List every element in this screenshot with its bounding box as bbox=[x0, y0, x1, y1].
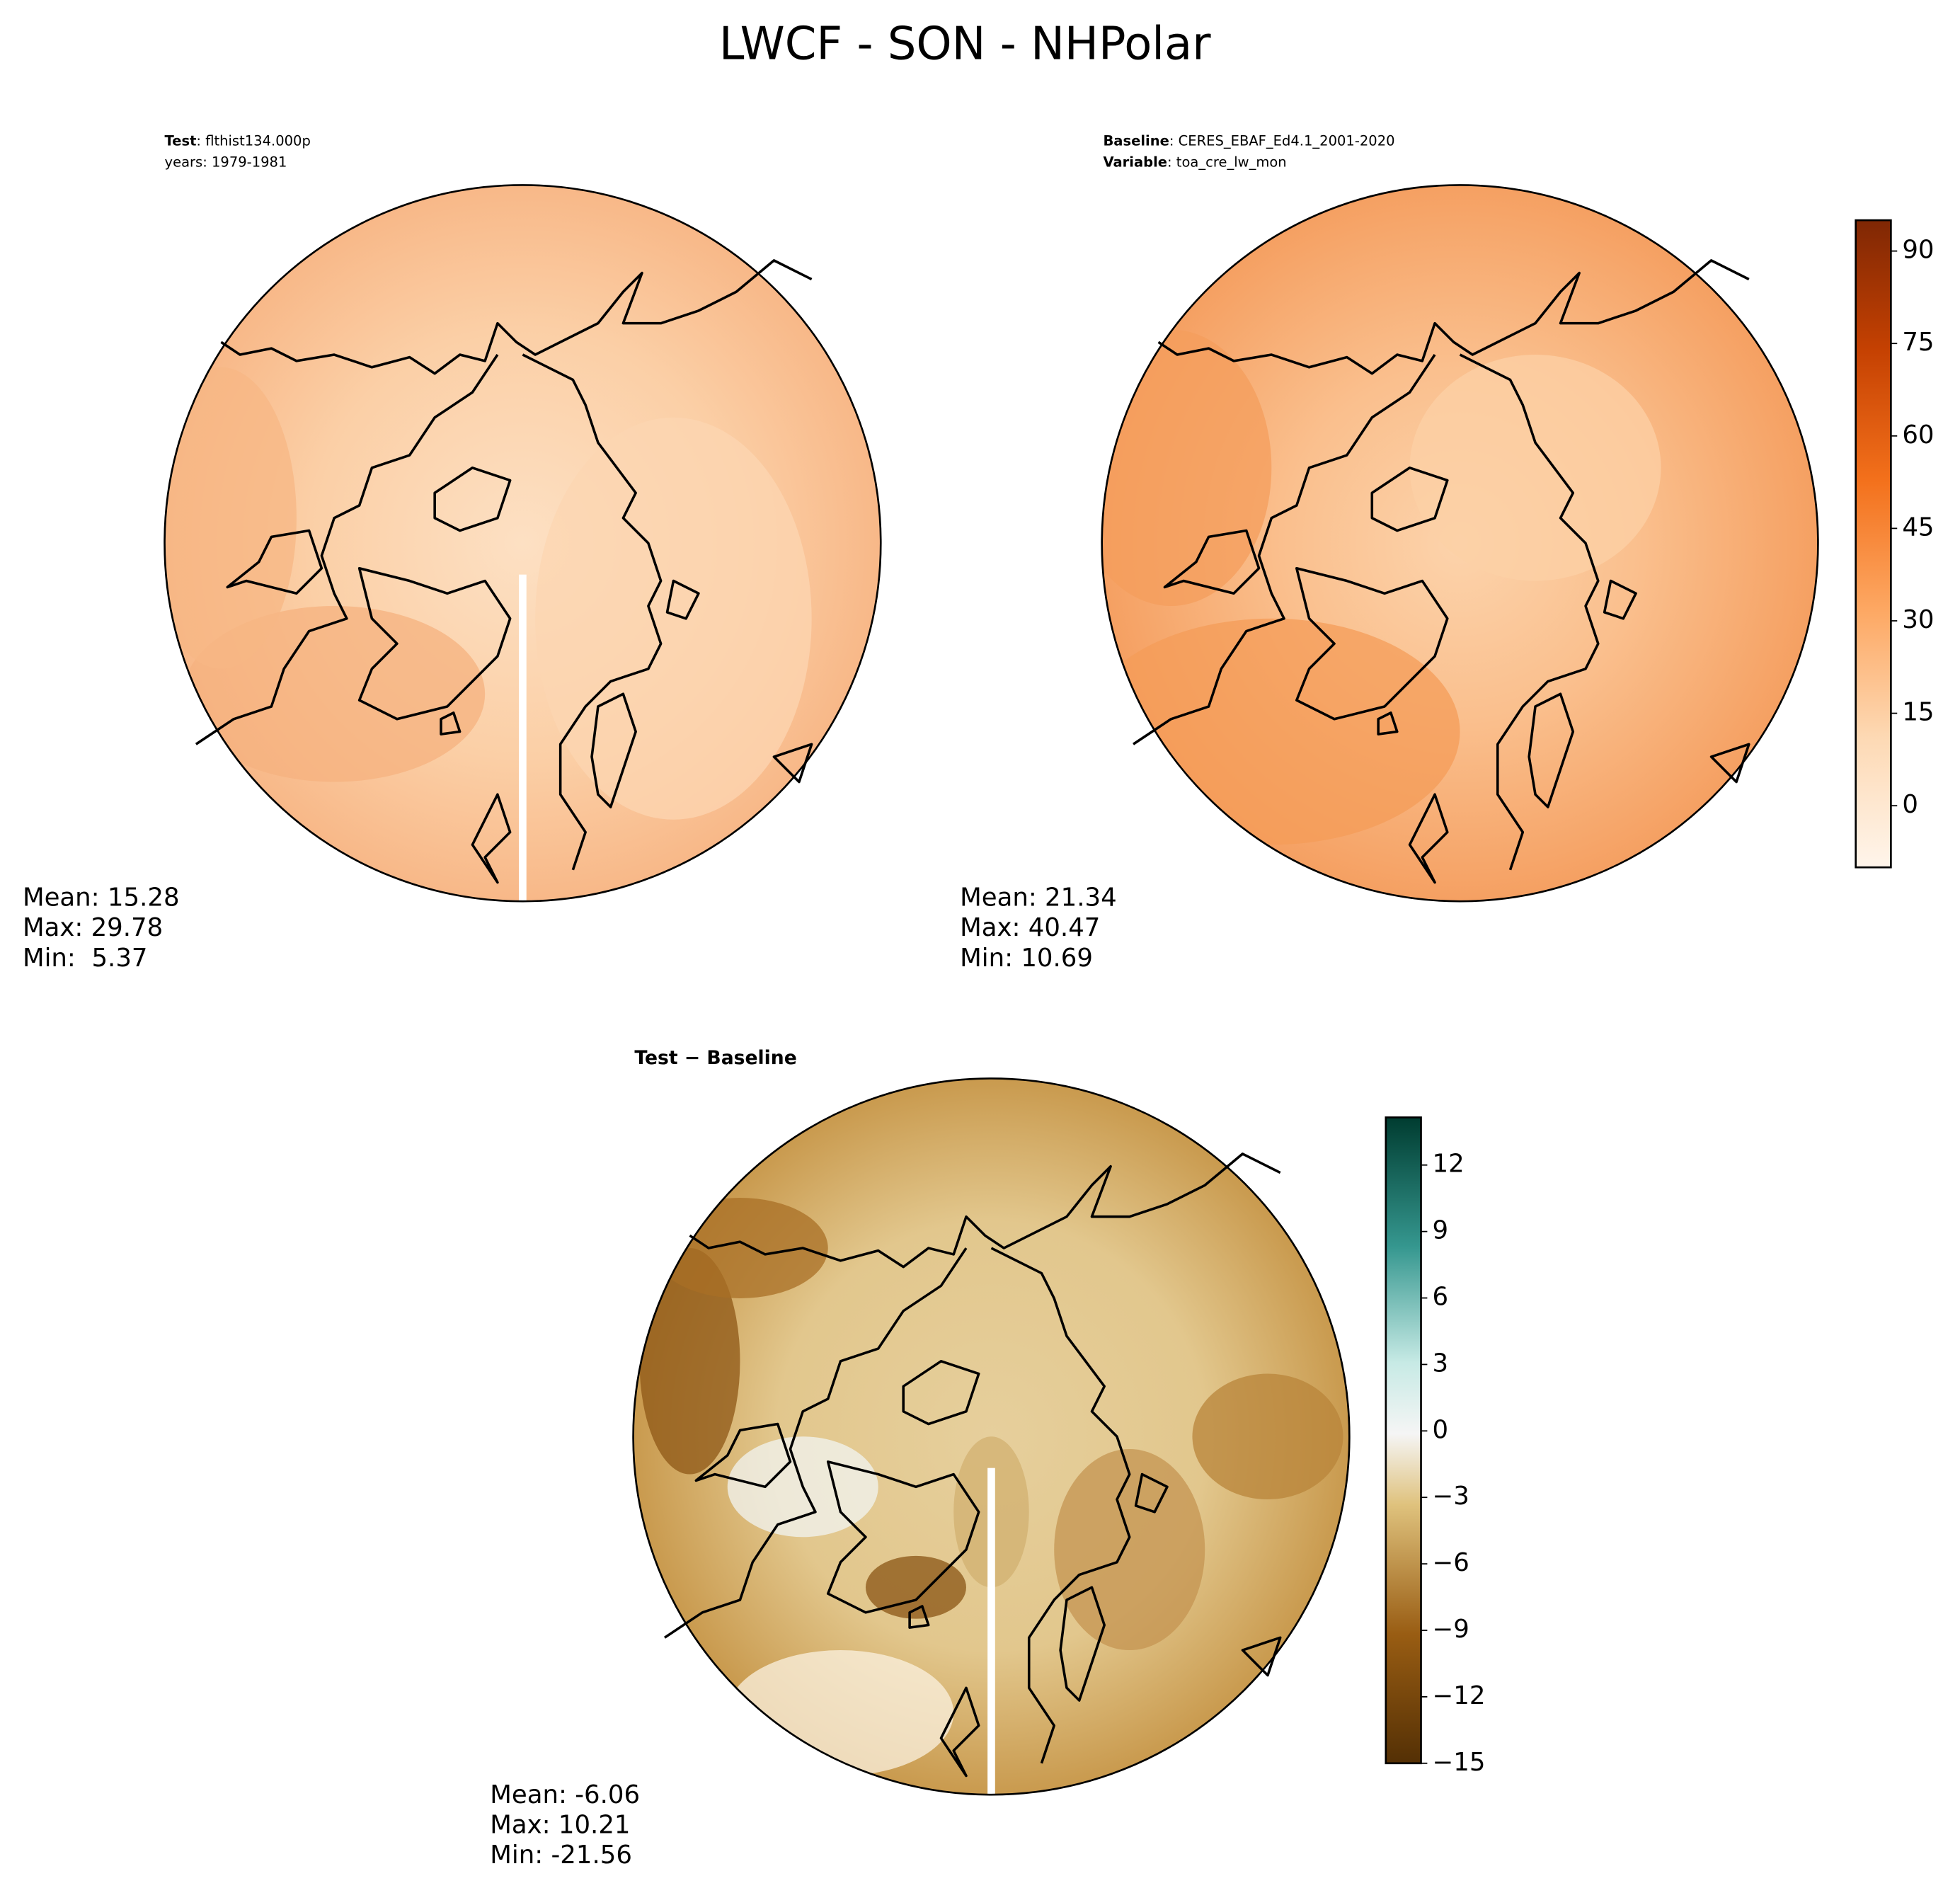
colorbar bbox=[1385, 1116, 1422, 1765]
stat-text: Min: 10.69 bbox=[960, 944, 1093, 973]
colorbar-tick-label: 0 bbox=[1433, 1415, 1449, 1444]
field-patch bbox=[639, 1248, 740, 1475]
label-text: years: 1979-1981 bbox=[165, 154, 287, 170]
colorbar-tick-label: 3 bbox=[1433, 1349, 1449, 1378]
stat-text: Min: 5.37 bbox=[23, 944, 148, 973]
map-panel bbox=[164, 184, 882, 903]
missing-wedge bbox=[519, 574, 527, 902]
colorbar-tick-label: −3 bbox=[1433, 1482, 1469, 1511]
label-key: Baseline bbox=[1103, 132, 1169, 149]
label-key: Variable bbox=[1103, 154, 1167, 170]
field-patch bbox=[164, 367, 297, 669]
label-text: : flthist134.000p bbox=[196, 132, 310, 149]
map-panel bbox=[632, 1077, 1351, 1796]
field-patch bbox=[535, 417, 812, 820]
colorbar-tick-label: −6 bbox=[1433, 1548, 1469, 1577]
stat-text: Mean: 15.28 bbox=[23, 883, 180, 912]
map-boundary bbox=[632, 1077, 1351, 1796]
field-patches bbox=[639, 1198, 1343, 1795]
colorbar-tick-label: 45 bbox=[1902, 513, 1934, 542]
field-patch bbox=[183, 606, 486, 782]
colorbar-tick-label: 15 bbox=[1902, 698, 1934, 727]
map-panel bbox=[1101, 184, 1819, 903]
colorbar-tick-label: 0 bbox=[1902, 790, 1918, 819]
panel-label: Variable: toa_cre_lw_mon bbox=[1103, 154, 1286, 170]
field-patch bbox=[1101, 618, 1460, 845]
stat-text: Mean: 21.34 bbox=[960, 883, 1117, 912]
panel-label: Test: flthist134.000p bbox=[165, 132, 311, 149]
map-boundary bbox=[164, 184, 882, 903]
field-patches bbox=[164, 367, 812, 902]
stat-text: Max: 10.21 bbox=[490, 1811, 630, 1840]
stat-text: Max: 29.78 bbox=[23, 913, 163, 942]
field-patch bbox=[1054, 1449, 1205, 1651]
label-key: Test − Baseline bbox=[634, 1047, 796, 1069]
colorbar-tick-label: −12 bbox=[1433, 1681, 1486, 1710]
stat-text: Min: -21.56 bbox=[490, 1841, 632, 1870]
panel-label: Baseline: CERES_EBAF_Ed4.1_2001-2020 bbox=[1103, 132, 1394, 149]
figure-title: LWCF - SON - NHPolar bbox=[719, 18, 1211, 71]
stat-text: Mean: -6.06 bbox=[490, 1780, 640, 1809]
colorbar-tick-label: 9 bbox=[1433, 1216, 1449, 1245]
label-text: : toa_cre_lw_mon bbox=[1167, 154, 1287, 170]
panel-label: years: 1979-1981 bbox=[165, 154, 287, 170]
colorbar-tick-label: 90 bbox=[1902, 236, 1934, 265]
colorbar-tick-label: 6 bbox=[1433, 1283, 1449, 1312]
map-boundary bbox=[1101, 184, 1819, 903]
field-patch bbox=[727, 1650, 954, 1776]
stat-text: Max: 40.47 bbox=[960, 913, 1100, 942]
panel-label: Test − Baseline bbox=[634, 1047, 796, 1069]
missing-wedge bbox=[987, 1468, 995, 1795]
colorbar-tick-label: 60 bbox=[1902, 420, 1934, 450]
colorbar-tick-label: −15 bbox=[1433, 1748, 1486, 1777]
field-patch bbox=[865, 1555, 966, 1619]
colorbar-tick-label: 30 bbox=[1902, 605, 1934, 634]
field-patch bbox=[1409, 355, 1661, 581]
field-patch bbox=[1192, 1373, 1343, 1500]
label-text: : CERES_EBAF_Ed4.1_2001-2020 bbox=[1169, 132, 1395, 149]
colorbar bbox=[1855, 219, 1892, 869]
field-patch bbox=[1101, 329, 1272, 607]
colorbar-tick-label: 12 bbox=[1433, 1150, 1465, 1179]
colorbar-tick-label: 75 bbox=[1902, 328, 1934, 357]
colorbar-tick-label: −9 bbox=[1433, 1615, 1469, 1644]
label-key: Test bbox=[165, 132, 197, 149]
